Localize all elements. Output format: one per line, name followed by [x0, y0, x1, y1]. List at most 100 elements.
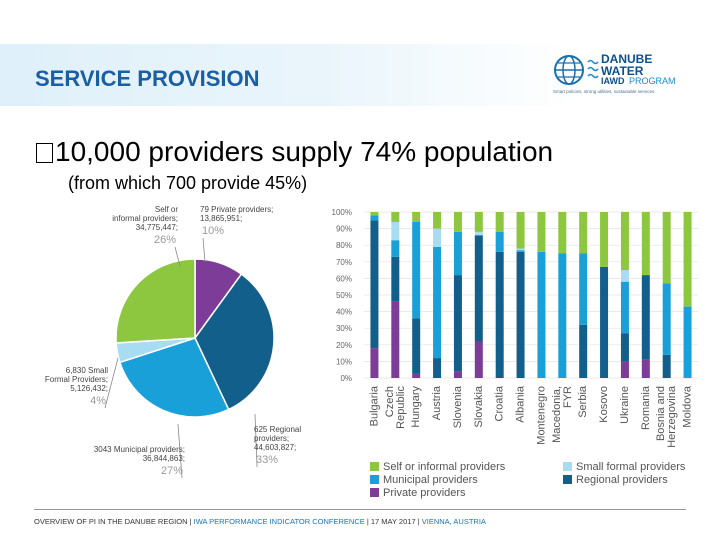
bar-segment-municipal	[412, 221, 421, 319]
bar-segment-self	[370, 212, 379, 216]
pie-pct-private: 10%	[202, 225, 224, 237]
category-label: Czech	[384, 386, 396, 417]
category-label: Bosnia and	[655, 386, 667, 441]
category-label: FYR	[562, 386, 574, 408]
bar-segment-regional	[433, 358, 442, 378]
bar-segment-regional	[474, 235, 483, 342]
legend-label-regional: Regional providers	[576, 474, 668, 486]
bar-segment-small	[620, 270, 629, 282]
pie-label-self: 34,775,447;	[136, 223, 178, 232]
pie-pct-municipal: 27%	[161, 465, 183, 477]
category-label: Albania	[515, 385, 527, 423]
bar-segment-regional	[495, 251, 504, 378]
logo-water-text: WATER	[601, 64, 644, 78]
y-tick-label: 20%	[336, 341, 352, 350]
legend-label-small: Small formal providers	[576, 461, 686, 473]
footer-part-4: VIENNA, AUSTRIA	[421, 517, 486, 526]
bar-segment-regional	[641, 275, 650, 360]
bar-segment-regional	[620, 333, 629, 362]
legend-swatch-regional	[563, 475, 572, 484]
bar-segment-regional	[600, 266, 609, 378]
category-label: Hungary	[410, 386, 422, 428]
pie-label-private: 13,865,951;	[200, 214, 242, 223]
y-tick-label: 70%	[336, 258, 352, 267]
bullet-line: 10,000 providers supply 74% population	[36, 136, 553, 168]
pie-leader-self	[174, 246, 181, 267]
y-tick-label: 80%	[336, 241, 352, 250]
bar-segment-municipal	[433, 246, 442, 359]
bar-segment-small	[433, 228, 442, 247]
y-tick-label: 90%	[336, 225, 352, 234]
category-label: Romania	[640, 385, 652, 430]
legend-label-private: Private providers	[383, 487, 466, 499]
bar-segment-private	[412, 373, 421, 378]
bullet-box-icon	[36, 143, 53, 163]
bar-chart-legend: Self or informal providers Small formal p…	[370, 461, 686, 499]
header-band	[0, 44, 720, 106]
bar-segment-private	[641, 359, 650, 378]
bar-segment-self	[662, 212, 671, 284]
bar-segment-self	[641, 212, 650, 276]
category-label: Herzegovina	[666, 385, 678, 448]
bar-segment-self	[600, 212, 609, 267]
category-label: Slovakia	[473, 385, 485, 427]
legend-swatch-municipal	[370, 475, 379, 484]
slide-title: SERVICE PROVISION	[35, 66, 260, 91]
bar-segment-municipal	[453, 231, 462, 276]
bar-segment-private	[370, 348, 379, 378]
y-tick-label: 40%	[336, 308, 352, 317]
danube-water-program-logo: DANUBE WATER IAWD PROGRAM Smart policies…	[553, 52, 693, 98]
category-label: Republic	[395, 386, 407, 429]
pie-pct-small: 4%	[90, 395, 106, 407]
bar-segment-regional	[412, 318, 421, 374]
bar-segment-municipal	[683, 306, 692, 378]
bar-segment-regional	[579, 324, 588, 378]
bar-segment-self	[474, 212, 483, 232]
logo-iawd-text: IAWD	[601, 76, 625, 86]
pie-leader-regional	[254, 413, 258, 468]
pie-label-self: Self or	[155, 205, 178, 214]
bar-segment-municipal	[391, 240, 400, 257]
pie-label-self: informal providers;	[112, 214, 178, 223]
footer-divider	[34, 509, 686, 510]
footer-part-3: | 17 MAY 2017 |	[364, 517, 422, 526]
pie-leader-private	[202, 237, 206, 263]
pie-label-small: 5,126,432;	[70, 384, 108, 393]
category-label: Bulgaria	[368, 385, 380, 426]
pie-label-regional: providers;	[254, 434, 289, 443]
bar-segment-municipal	[662, 283, 671, 355]
bar-segment-regional	[391, 256, 400, 302]
bar-segment-self	[683, 212, 692, 307]
bar-segment-self	[495, 212, 504, 232]
bar-segment-municipal	[537, 251, 546, 378]
y-tick-label: 50%	[336, 291, 352, 300]
bar-segment-self	[579, 212, 588, 254]
pie-label-municipal: 36,844,863;	[143, 454, 185, 463]
sub-bullet-text: (from which 700 provide 45%)	[68, 173, 308, 193]
category-label: Croatia	[494, 385, 506, 421]
footer-part-1: OVERVIEW OF PI IN THE DANUBE REGION |	[34, 517, 194, 526]
logo-tagline: Smart policies, strong utilities, sustai…	[553, 89, 655, 94]
footer-part-2: IWA PERFORMANCE INDICATOR CONFERENCE	[193, 517, 365, 526]
bar-segment-municipal	[516, 250, 525, 252]
pie-slice-self	[115, 258, 196, 344]
bar-segment-small	[474, 231, 483, 236]
pie-label-regional: 625 Regional	[254, 425, 301, 434]
pie-label-private: 79 Private providers;	[200, 205, 273, 214]
pie-leader-municipal	[177, 423, 183, 479]
category-label: Moldova	[682, 385, 694, 427]
legend-label-municipal: Municipal providers	[383, 474, 478, 486]
bar-segment-self	[558, 212, 567, 254]
bar-segment-regional	[370, 220, 379, 349]
category-label: Kosovo	[598, 386, 610, 423]
bar-segment-municipal	[370, 215, 379, 221]
bullet-text: 10,000 providers supply 74% population	[55, 136, 554, 167]
category-label: Montenegro	[535, 386, 547, 445]
bar-segment-municipal	[579, 253, 588, 325]
category-label: Slovenia	[452, 385, 464, 428]
legend-swatch-small	[563, 462, 572, 471]
bar-segment-self	[391, 212, 400, 222]
legend-swatch-private	[370, 488, 379, 497]
